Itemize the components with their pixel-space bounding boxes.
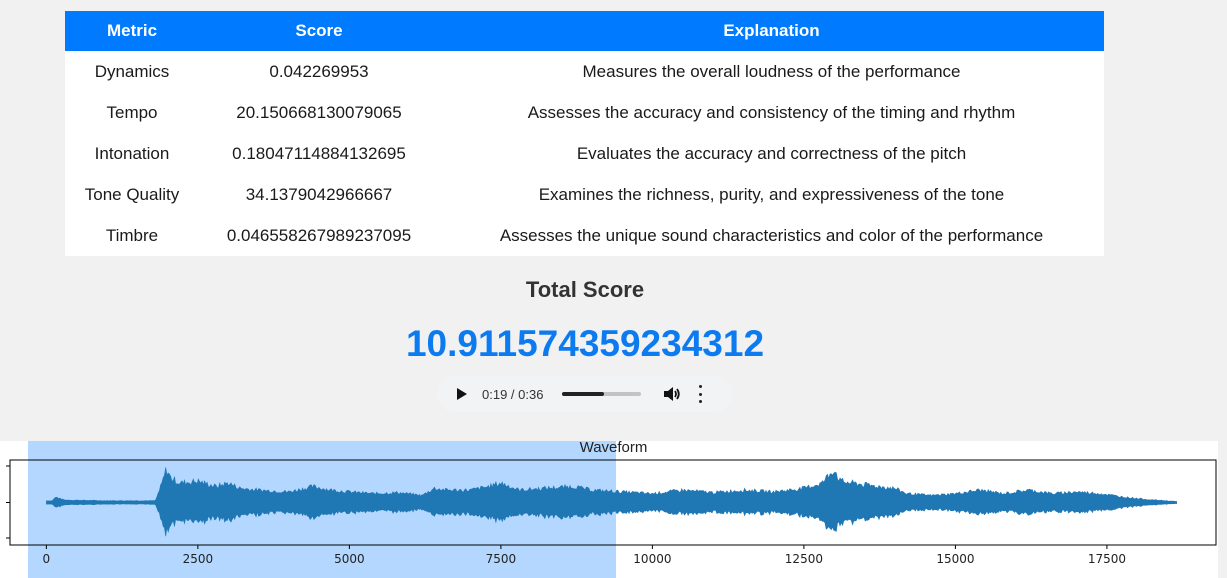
volume-icon[interactable]	[663, 385, 683, 403]
seek-progress	[562, 392, 605, 396]
more-options-icon[interactable]	[695, 385, 705, 403]
table-row: Tone Quality 34.1379042966667 Examines t…	[65, 174, 1104, 215]
score-cell: 0.046558267989237095	[226, 225, 412, 245]
score-cell: 20.150668130079065	[236, 102, 402, 122]
waveform-chart: 0 2500 5000 7500 10000 12500 15000 17500	[6, 441, 1217, 578]
audio-time: 0:19 / 0:36	[482, 386, 544, 402]
x-tick-label: 15000	[936, 552, 974, 566]
audio-player: 0:19 / 0:36	[437, 376, 733, 412]
x-tick-label: 0	[43, 552, 51, 566]
total-score-value: 10.911574359234312	[405, 323, 765, 364]
metric-cell: Dynamics	[94, 61, 170, 81]
explanation-cell: Assesses the accuracy and consistency of…	[527, 102, 1016, 122]
table-row: Tempo 20.150668130079065 Assesses the ac…	[65, 92, 1104, 133]
metric-cell: Intonation	[94, 143, 170, 163]
explanation-cell: Examines the richness, purity, and expre…	[538, 184, 1005, 204]
header-metric: Metric	[65, 11, 199, 51]
table-row: Timbre 0.046558267989237095 Assesses the…	[65, 215, 1104, 256]
explanation-cell: Measures the overall loudness of the per…	[582, 61, 961, 81]
waveform-figure: 0 2500 5000 7500 10000 12500 15000 17500 Wavefo…	[0, 439, 1218, 578]
total-score-title: Total Score	[525, 277, 645, 302]
play-icon[interactable]	[457, 388, 467, 400]
explanation-cell: Evaluates the accuracy and correctness o…	[576, 143, 967, 163]
table-row: Intonation 0.18047114884132695 Evaluates…	[65, 133, 1104, 174]
x-tick-label: 12500	[785, 552, 823, 566]
score-cell: 0.18047114884132695	[232, 143, 406, 163]
header-score: Score	[199, 11, 439, 51]
x-tick-label: 10000	[633, 552, 671, 566]
x-tick-label: 5000	[334, 552, 365, 566]
explanation-cell: Assesses the unique sound characteristic…	[499, 225, 1044, 245]
x-tick-label: 17500	[1088, 552, 1126, 566]
table-header-row: Metric Score Explanation	[65, 11, 1104, 51]
waveform-title: Waveform	[579, 439, 648, 456]
x-tick-label: 7500	[486, 552, 517, 566]
metric-cell: Tempo	[106, 102, 158, 122]
score-cell: 34.1379042966667	[245, 184, 393, 204]
score-cell: 0.042269953	[269, 61, 369, 81]
metric-cell: Tone Quality	[84, 184, 180, 204]
header-explanation: Explanation	[439, 11, 1104, 51]
metric-cell: Timbre	[105, 225, 159, 245]
audio-seek-slider[interactable]	[562, 392, 642, 396]
table-row: Dynamics 0.042269953 Measures the overal…	[65, 51, 1104, 92]
waveform-series	[46, 467, 1177, 537]
metrics-table: Metric Score Explanation Dynamics 0.0422…	[65, 11, 1104, 256]
x-tick-label: 2500	[183, 552, 214, 566]
